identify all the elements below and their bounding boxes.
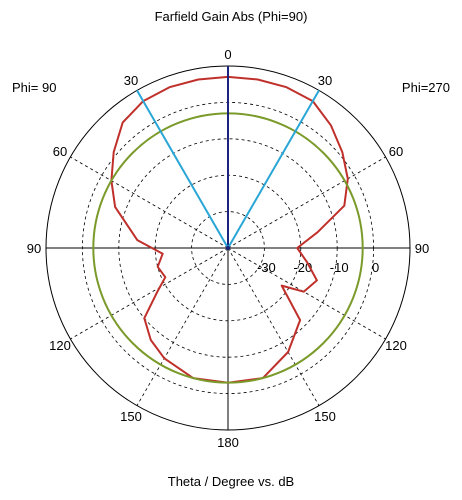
radial-tick-label: -10 [330, 260, 349, 275]
grid-spoke [227, 156, 386, 249]
grid-spoke [136, 247, 229, 406]
angle-tick-label: 90 [27, 241, 41, 256]
grid-spoke [70, 247, 229, 340]
center-point [226, 246, 230, 250]
grid-spoke [70, 156, 229, 249]
angle-tick-label: 120 [49, 338, 71, 353]
angle-tick-label: 150 [314, 409, 336, 424]
angle-tick-label: 60 [389, 144, 403, 159]
angle-tick-label: 150 [120, 409, 142, 424]
x-axis-label: Theta / Degree vs. dB [167, 474, 295, 489]
data-series [92, 66, 364, 384]
right-phi-label: Phi=270 [401, 80, 450, 95]
marker-line-2 [136, 89, 229, 249]
angle-tick-label: 0 [224, 47, 231, 62]
grid-spoke [227, 247, 386, 340]
marker-line-1 [227, 89, 320, 249]
angle-tick-label: 90 [415, 241, 429, 256]
radial-tick-label: -30 [257, 260, 276, 275]
left-phi-label: Phi= 90 [12, 80, 57, 95]
angle-tick-label: 30 [124, 73, 138, 88]
angle-tick-label: 30 [318, 73, 332, 88]
grid-spoke [227, 247, 320, 406]
chart-title: Farfield Gain Abs (Phi=90) [154, 9, 308, 24]
radial-tick-label: 0 [372, 260, 379, 275]
angle-tick-label: 60 [53, 144, 67, 159]
series-0-line [110, 75, 349, 384]
angle-tick-label: 180 [217, 435, 239, 450]
angle-tick-label: 120 [385, 338, 407, 353]
